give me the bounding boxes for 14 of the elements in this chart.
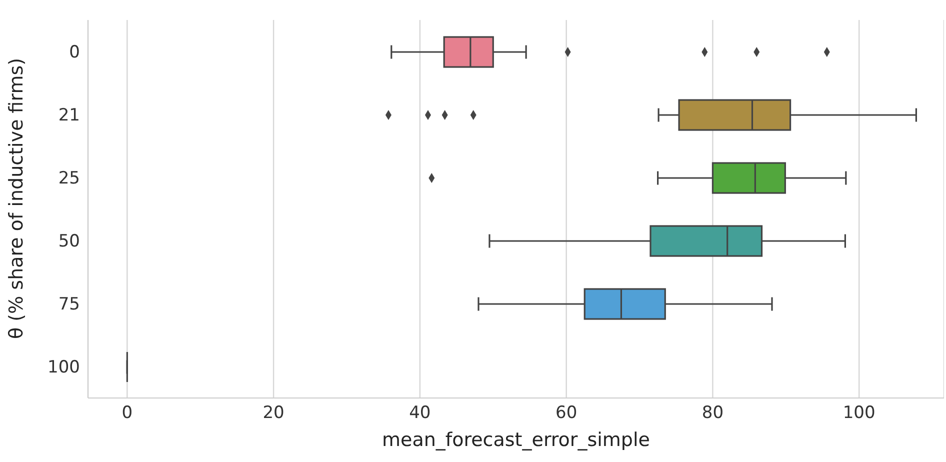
y-axis-title: θ (% share of inductive firms) — [6, 58, 28, 339]
x-axis-title: mean_forecast_error_simple — [382, 429, 650, 451]
x-tick-label: 20 — [262, 403, 284, 424]
y-tick-label: 21 — [58, 106, 80, 126]
y-tick-label: 0 — [69, 42, 80, 63]
x-tick-label: 40 — [409, 403, 431, 424]
y-tick-label: 100 — [48, 358, 80, 378]
x-tick-label: 60 — [556, 403, 578, 424]
x-tick-label: 0 — [122, 403, 133, 424]
y-tick-label: 50 — [58, 232, 80, 252]
y-tick-label: 25 — [58, 168, 80, 189]
x-tick-label: 100 — [842, 403, 876, 424]
y-tick-label: 75 — [58, 294, 80, 315]
x-tick-label: 80 — [702, 403, 724, 424]
